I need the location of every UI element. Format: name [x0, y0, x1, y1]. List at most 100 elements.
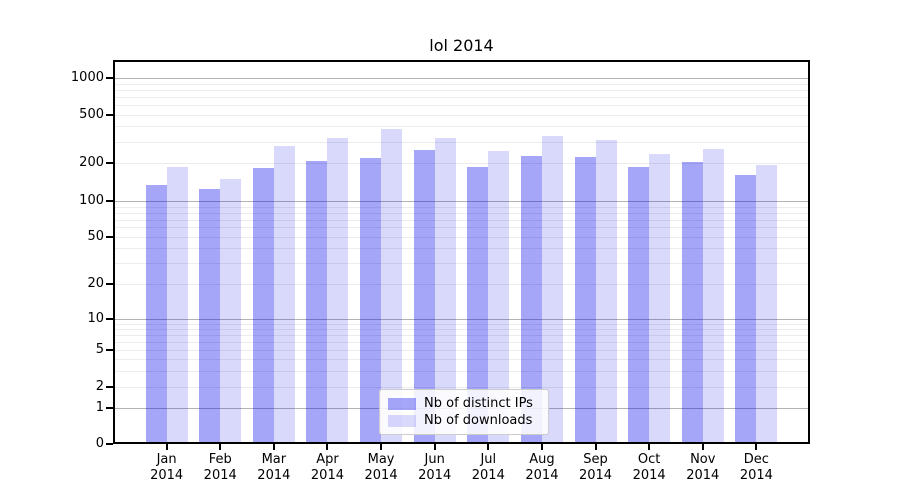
gridline-minor	[115, 83, 808, 85]
x-tick-label: Apr 2014	[310, 452, 344, 483]
legend-entry: Nb of downloads	[388, 412, 540, 429]
bar-ips	[574, 157, 596, 442]
x-tick-mark	[701, 444, 704, 450]
bar-downloads	[220, 178, 242, 442]
bar-downloads	[273, 146, 295, 442]
legend-label: Nb of distinct IPs	[424, 396, 533, 411]
bar-ips	[735, 175, 757, 442]
gridline-minor	[115, 359, 808, 360]
chart-title: lol 2014	[429, 36, 494, 55]
x-tick-mark	[487, 444, 490, 450]
y-tick-label: 20	[87, 276, 104, 291]
gridline-minor	[115, 370, 808, 372]
gridline-major	[115, 201, 808, 203]
legend-swatch-ips	[388, 397, 416, 410]
gridline-minor	[115, 219, 808, 221]
x-tick-label: Aug 2014	[525, 452, 559, 483]
y-tick-mark	[106, 283, 113, 285]
gridline-minor	[115, 163, 808, 164]
gridline-minor	[115, 328, 808, 330]
x-tick-label: Jun 2014	[418, 452, 452, 483]
y-tick-label: 5	[95, 342, 104, 357]
x-tick-mark	[380, 444, 383, 450]
gridline-minor	[115, 350, 808, 351]
bar-downloads	[434, 137, 456, 442]
y-tick-label: 0	[95, 436, 104, 451]
bar-downloads	[595, 139, 617, 442]
x-tick-label: Jul 2014	[471, 452, 505, 483]
y-tick-label: 100	[79, 193, 104, 209]
y-tick-mark	[106, 318, 113, 320]
gridline-minor	[115, 97, 808, 99]
y-tick-mark	[106, 386, 113, 388]
legend-label: Nb of downloads	[424, 413, 533, 428]
gridline-minor	[115, 248, 808, 250]
bar-downloads	[702, 149, 724, 442]
gridline-minor	[115, 284, 808, 285]
x-tick-label: Mar 2014	[257, 452, 291, 483]
bar-ips	[520, 155, 542, 442]
y-tick-label: 500	[79, 106, 104, 122]
legend-entry: Nb of distinct IPs	[388, 395, 540, 412]
bar-downloads	[541, 136, 563, 442]
bar-ips	[306, 161, 328, 442]
bar-ips	[628, 166, 650, 442]
y-tick-label: 200	[79, 155, 104, 170]
x-tick-mark	[326, 444, 329, 450]
gridline-minor	[115, 341, 808, 343]
x-tick-mark	[648, 444, 651, 450]
x-tick-label: Oct 2014	[632, 452, 666, 483]
gridline-minor	[115, 90, 808, 92]
x-tick-mark	[540, 444, 543, 450]
legend-swatch-downloads	[388, 414, 416, 427]
gridline-minor	[115, 334, 808, 336]
bar-ips	[413, 150, 435, 442]
gridline-major	[115, 78, 808, 80]
legend: Nb of distinct IPs Nb of downloads	[379, 389, 549, 435]
plot-area	[113, 60, 810, 444]
gridline-minor	[115, 141, 808, 143]
x-tick-mark	[272, 444, 275, 450]
bar-ips	[360, 158, 382, 442]
x-tick-label: Sep 2014	[578, 452, 613, 483]
bar-ips	[145, 184, 167, 442]
y-tick-label: 10	[87, 311, 104, 326]
x-tick-label: Jan 2014	[150, 452, 184, 483]
y-tick-mark	[106, 162, 113, 164]
y-tick-label: 2	[95, 379, 104, 394]
gridline-minor	[115, 387, 808, 388]
gridline-minor	[115, 206, 808, 208]
gridline-minor	[115, 263, 808, 265]
y-tick-mark	[106, 113, 113, 116]
x-tick-label: Nov 2014	[686, 452, 720, 483]
y-tick-mark	[106, 406, 113, 409]
y-tick-label: 50	[87, 228, 104, 244]
y-tick-label: 1	[95, 399, 104, 415]
x-tick-label: Dec 2014	[739, 452, 773, 483]
y-tick-mark	[106, 235, 113, 238]
x-tick-mark	[755, 444, 758, 450]
bar-ips	[252, 168, 274, 442]
bar-downloads	[488, 151, 510, 442]
bar-ips	[467, 166, 489, 442]
gridline-minor	[115, 114, 808, 116]
y-tick-label: 1000	[70, 70, 104, 86]
y-tick-mark	[106, 349, 113, 351]
gridline-minor	[115, 227, 808, 229]
y-tick-mark	[106, 443, 113, 445]
y-tick-mark	[106, 200, 113, 203]
gridline-minor	[115, 323, 808, 325]
bar-downloads	[381, 129, 403, 442]
x-tick-mark	[219, 444, 222, 450]
bar-downloads	[649, 153, 671, 442]
gridline-minor	[115, 126, 808, 128]
x-tick-mark	[594, 444, 597, 450]
x-tick-mark	[433, 444, 436, 450]
bar-ips	[681, 162, 703, 442]
gridline-minor	[115, 236, 808, 238]
gridline-major	[115, 319, 808, 320]
x-tick-label: May 2014	[364, 452, 398, 483]
gridline-minor	[115, 105, 808, 107]
x-tick-label: Feb 2014	[203, 452, 237, 483]
